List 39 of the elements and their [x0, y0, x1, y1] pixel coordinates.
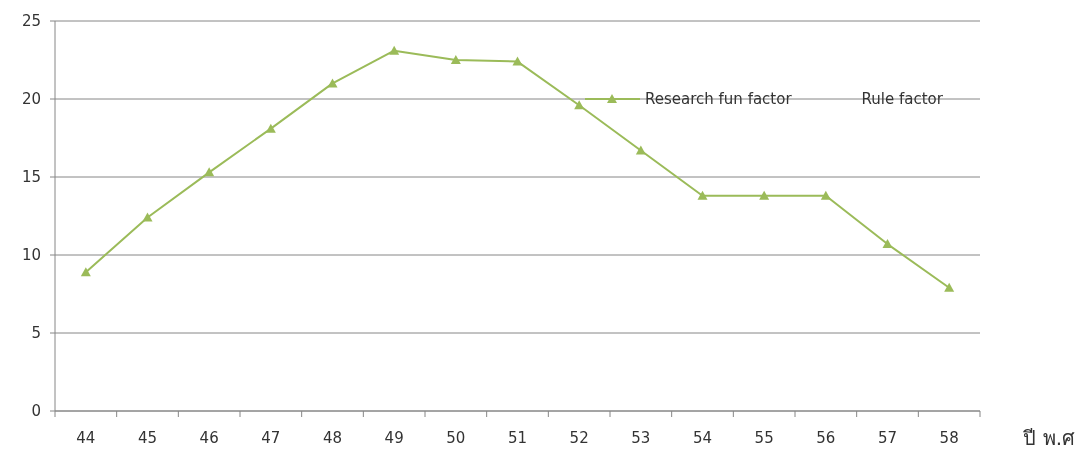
- x-tick-label: 56: [816, 429, 836, 447]
- x-tick-label: 50: [446, 429, 466, 447]
- point: [142, 212, 153, 222]
- point: [265, 123, 276, 133]
- x-tick-label: 46: [199, 429, 219, 447]
- y-tick-label: 0: [31, 402, 41, 421]
- point: [389, 45, 400, 55]
- point: [204, 167, 215, 177]
- point: [759, 190, 770, 200]
- point: [820, 190, 831, 200]
- x-axis-title: ปี พ.ศ: [1023, 426, 1075, 450]
- y-tick-label: 10: [21, 246, 41, 265]
- x-tick-label: 54: [692, 429, 713, 447]
- point: [80, 267, 91, 277]
- x-tick-label: 44: [76, 429, 96, 447]
- text: Rule factor: [861, 90, 944, 109]
- y-tick-label: 20: [21, 90, 41, 109]
- legend-label: Research fun factor: [645, 90, 793, 109]
- x-tick-label: 55: [754, 429, 774, 447]
- point: [450, 55, 461, 64]
- x-tick-label: 53: [631, 429, 651, 447]
- point: [512, 56, 523, 66]
- point: [944, 282, 955, 292]
- x-tick-label: 58: [939, 429, 959, 447]
- point: [574, 100, 585, 110]
- y-tick-label: 25: [21, 12, 41, 31]
- x-tick-label: 52: [569, 429, 589, 447]
- point: [327, 78, 338, 88]
- x-tick-label: 47: [261, 429, 281, 447]
- point: [635, 145, 646, 155]
- point: [882, 239, 893, 249]
- x-tick-label: 57: [877, 429, 898, 447]
- x-tick-label: 51: [507, 429, 528, 447]
- x-tick-label: 45: [137, 429, 158, 447]
- y-tick-label: 5: [31, 324, 41, 343]
- y-tick-label: 15: [21, 168, 41, 187]
- x-tick-label: 49: [384, 429, 404, 447]
- point: [697, 190, 708, 200]
- x-tick-label: 48: [322, 429, 343, 447]
